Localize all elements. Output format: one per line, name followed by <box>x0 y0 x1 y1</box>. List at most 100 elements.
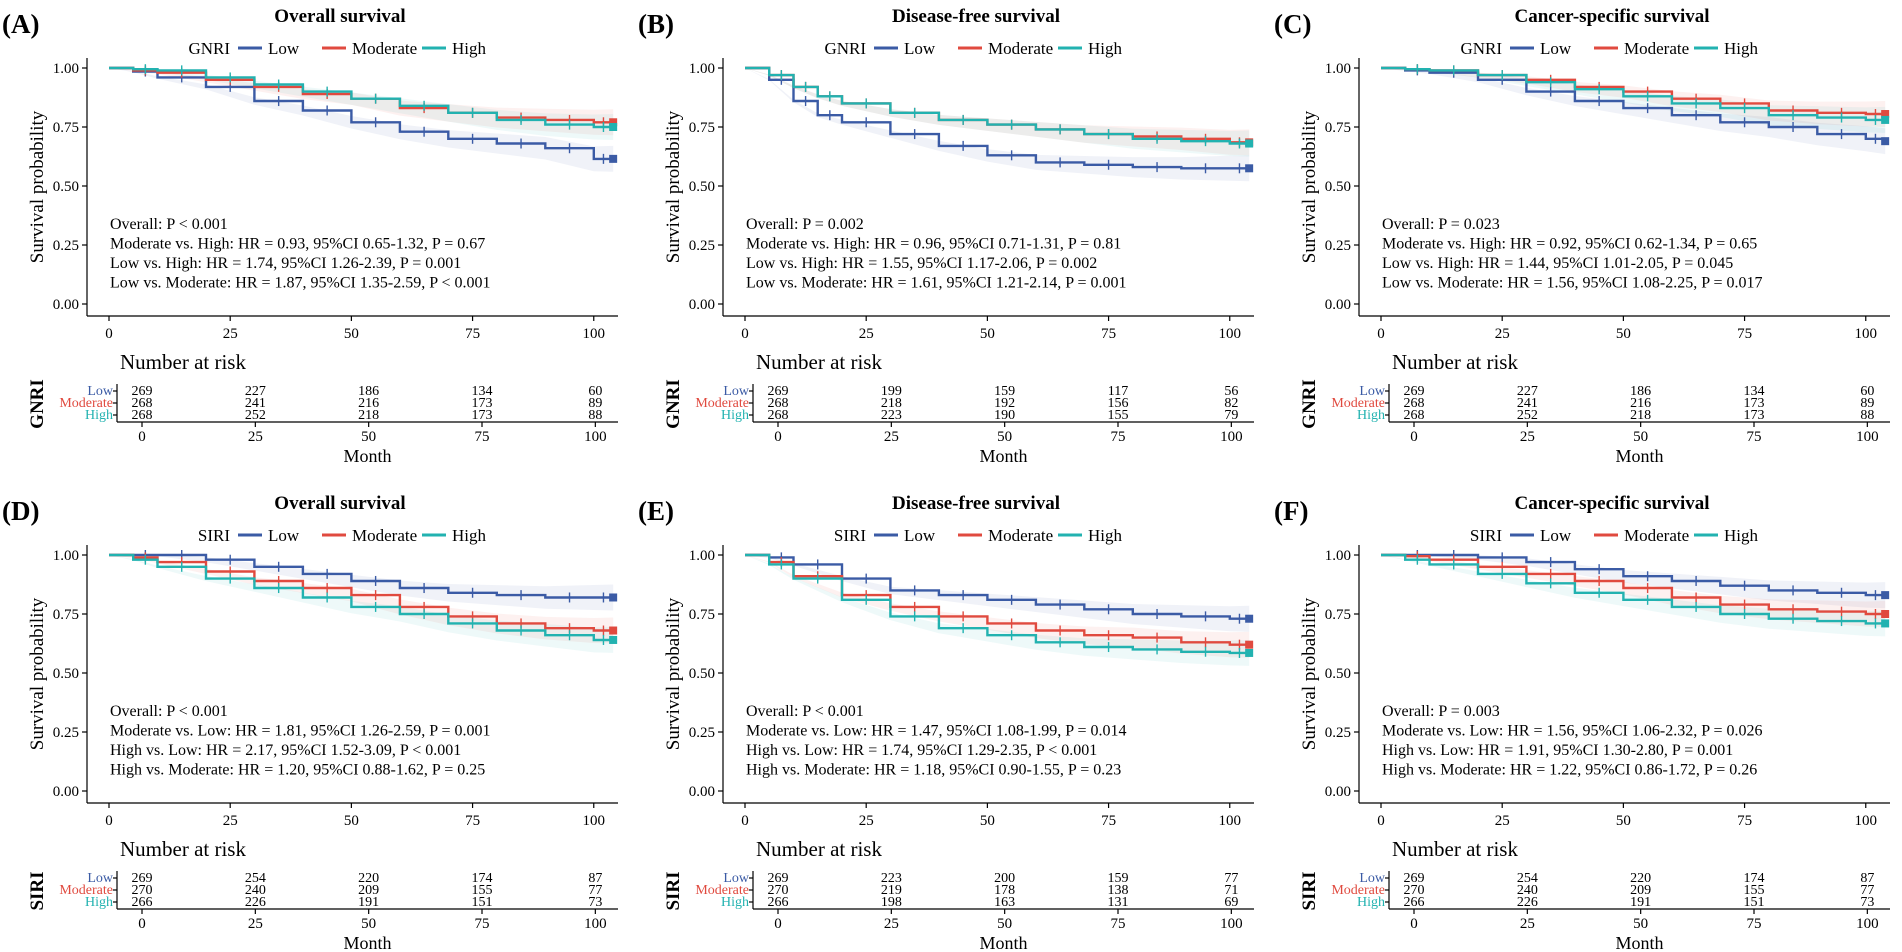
risk-count: 71 <box>1224 883 1238 898</box>
legend-label-high: High <box>1724 526 1759 545</box>
end-marker-high <box>1245 648 1254 657</box>
risk-count: 186 <box>1630 384 1651 399</box>
risk-table-ylabel: GNRI <box>663 379 684 429</box>
risk-x-tick-label: 100 <box>1220 429 1243 445</box>
survival-curve-high <box>109 66 614 129</box>
risk-row-label-moderate: Moderate <box>695 883 749 898</box>
risk-count: 186 <box>358 384 379 399</box>
risk-count: 218 <box>358 408 379 423</box>
x-tick-label: 100 <box>1219 326 1242 342</box>
risk-count: 252 <box>1517 408 1538 423</box>
risk-count: 266 <box>768 895 789 910</box>
legend-title: GNRI <box>1460 39 1502 58</box>
risk-count: 218 <box>1630 408 1651 423</box>
stat-line: Overall: P < 0.001 <box>110 216 228 233</box>
risk-count: 88 <box>1860 408 1874 423</box>
risk-count: 220 <box>1630 871 1651 886</box>
ci-band-low <box>1381 68 1886 155</box>
risk-count: 200 <box>994 871 1015 886</box>
risk-row-label-low: Low <box>1359 384 1386 399</box>
risk-x-tick-label: 100 <box>1856 916 1879 932</box>
legend-label-high: High <box>1088 39 1123 58</box>
risk-count: 269 <box>132 384 153 399</box>
stat-line: Moderate vs. Low: HR = 1.81, 95%CI 1.26-… <box>110 723 491 740</box>
stat-line: Moderate vs. High: HR = 0.92, 95%CI 0.62… <box>1382 236 1757 253</box>
risk-x-tick-label: 25 <box>1520 916 1535 932</box>
y-tick-label: 1.00 <box>53 548 79 564</box>
legend-label-low: Low <box>1540 526 1572 545</box>
y-tick-label: 0.75 <box>689 607 715 623</box>
end-marker-low <box>1245 164 1254 173</box>
ci-band-high <box>1381 555 1886 637</box>
risk-count: 226 <box>245 895 266 910</box>
risk-count: 254 <box>1517 871 1538 886</box>
risk-x-tick-label: 25 <box>884 429 899 445</box>
risk-row-label-high: High <box>85 895 113 910</box>
risk-row-label-moderate: Moderate <box>59 396 113 411</box>
risk-count: 131 <box>1108 895 1129 910</box>
legend-label-low: Low <box>268 39 300 58</box>
stat-line: High vs. Low: HR = 2.17, 95%CI 1.52-3.09… <box>110 742 461 759</box>
risk-count: 77 <box>1860 883 1874 898</box>
risk-count: 138 <box>1108 883 1129 898</box>
risk-x-tick-label: 100 <box>584 429 607 445</box>
risk-row-label-low: Low <box>723 384 750 399</box>
risk-count: 77 <box>1224 871 1238 886</box>
y-axis-label: Survival probability <box>1299 110 1320 263</box>
risk-count: 134 <box>472 384 493 399</box>
y-tick-label: 0.00 <box>1325 297 1351 313</box>
y-tick-label: 1.00 <box>53 61 79 77</box>
risk-count: 223 <box>881 408 902 423</box>
risk-x-tick-label: 50 <box>997 916 1012 932</box>
risk-count: 151 <box>1744 895 1765 910</box>
stat-line: Overall: P = 0.023 <box>1382 216 1500 233</box>
risk-x-tick-label: 25 <box>248 916 263 932</box>
ci-band-low <box>745 555 1250 632</box>
risk-count: 269 <box>768 871 789 886</box>
risk-table-title: Number at risk <box>120 837 246 861</box>
risk-count: 270 <box>768 883 789 898</box>
ci-band-low <box>109 555 614 611</box>
risk-count: 270 <box>132 883 153 898</box>
risk-row-label-low: Low <box>1359 871 1386 886</box>
risk-count: 87 <box>588 871 602 886</box>
risk-x-tick-label: 100 <box>584 916 607 932</box>
survival-curve-low <box>109 553 614 599</box>
x-tick-label: 25 <box>1495 813 1510 829</box>
y-tick-label: 0.25 <box>53 238 79 254</box>
risk-count: 270 <box>1404 883 1425 898</box>
risk-count: 117 <box>1108 384 1128 399</box>
legend-label-moderate: Moderate <box>988 526 1053 545</box>
risk-count: 269 <box>1404 871 1425 886</box>
risk-count: 87 <box>1860 871 1874 886</box>
ci-band-high <box>109 555 614 653</box>
y-tick-label: 0.00 <box>53 297 79 313</box>
stat-line: High vs. Moderate: HR = 1.18, 95%CI 0.90… <box>746 762 1121 779</box>
risk-count: 269 <box>768 384 789 399</box>
x-tick-label: 75 <box>1101 813 1116 829</box>
legend-label-moderate: Moderate <box>1624 39 1689 58</box>
risk-x-tick-label: 25 <box>884 916 899 932</box>
x-tick-label: 75 <box>1737 813 1752 829</box>
stat-line: Moderate vs. High: HR = 0.93, 95%CI 0.65… <box>110 236 485 253</box>
risk-count: 268 <box>132 408 153 423</box>
risk-count: 73 <box>588 895 602 910</box>
x-tick-label: 75 <box>465 326 480 342</box>
legend-title: GNRI <box>824 39 866 58</box>
legend-label-low: Low <box>904 526 936 545</box>
risk-table-title: Number at risk <box>120 350 246 374</box>
y-tick-label: 0.75 <box>689 120 715 136</box>
y-tick-label: 0.50 <box>689 666 715 682</box>
risk-row-label-high: High <box>721 408 749 423</box>
risk-table-ylabel: GNRI <box>27 379 48 429</box>
risk-count: 266 <box>132 895 153 910</box>
survival-curve-high <box>109 553 614 642</box>
risk-table-title: Number at risk <box>756 350 882 374</box>
risk-row-label-moderate: Moderate <box>1331 396 1385 411</box>
risk-count: 173 <box>472 408 493 423</box>
risk-count: 60 <box>588 384 602 399</box>
